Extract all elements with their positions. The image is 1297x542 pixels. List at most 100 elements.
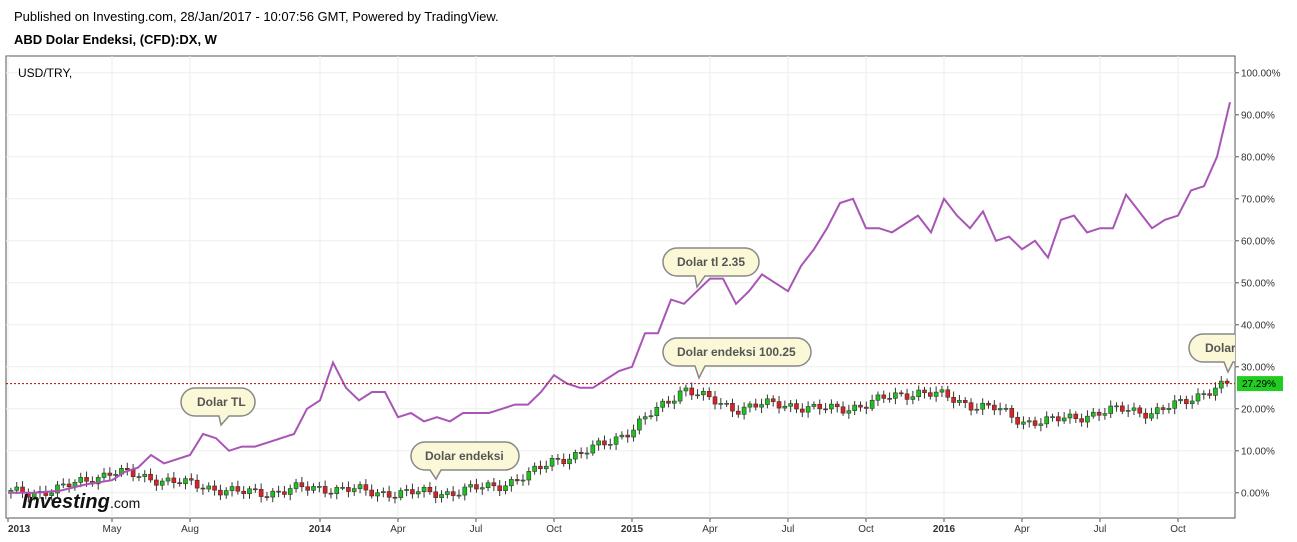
candle-body	[625, 434, 631, 438]
candle	[1125, 404, 1131, 417]
y-axis-ticks: 100.00% 90.00% 80.00% 70.00% 60.00% 50.00% 40.…	[1235, 68, 1281, 499]
candle	[904, 388, 910, 405]
candle	[578, 447, 584, 459]
candle	[1154, 402, 1160, 420]
candle-body	[794, 403, 799, 410]
candle-body	[340, 487, 345, 489]
candle	[317, 481, 322, 493]
candle-body	[1009, 408, 1015, 418]
candle-body	[735, 410, 741, 415]
candle-body	[218, 489, 223, 496]
candle	[357, 481, 363, 494]
candle	[933, 386, 939, 402]
candle-body	[474, 484, 479, 490]
candle	[1207, 389, 1212, 399]
candle	[503, 481, 508, 495]
candle	[945, 385, 951, 402]
candle-body	[596, 440, 601, 446]
candle	[718, 398, 724, 410]
candle	[1201, 390, 1207, 400]
candle	[1032, 416, 1038, 429]
candle-body	[1224, 380, 1230, 384]
candle-body	[392, 496, 398, 499]
candle	[607, 438, 613, 450]
candle-body	[136, 476, 142, 478]
candle	[223, 487, 229, 499]
candle-body	[864, 406, 869, 409]
candle	[939, 385, 945, 398]
candle	[532, 462, 537, 475]
chart-title: ABD Dolar Endeksi, (CFD):DX, W	[14, 32, 217, 47]
candle	[351, 484, 357, 496]
candle	[1160, 404, 1166, 415]
candle-body	[654, 406, 660, 417]
candle-body	[1213, 387, 1218, 396]
candle-body	[724, 403, 729, 405]
candle	[311, 483, 316, 494]
candle-body	[369, 489, 374, 497]
y-tick-label: 50.00%	[1241, 278, 1275, 289]
candle-body	[1207, 393, 1212, 396]
candle-body	[689, 387, 695, 396]
candle-body	[904, 393, 910, 400]
candle	[538, 460, 543, 475]
candle	[811, 401, 817, 410]
candle	[340, 482, 345, 491]
candle	[543, 460, 549, 473]
last-price-badge: 27.29%	[1237, 376, 1283, 392]
candle-body	[1189, 400, 1195, 405]
candle-body	[130, 469, 136, 477]
candle-body	[1143, 412, 1148, 419]
candle	[1149, 407, 1154, 422]
candle-body	[328, 492, 334, 495]
callout-dolar-tl-235: Dolar tl 2.35	[662, 247, 760, 289]
candle	[765, 394, 770, 409]
candle-body	[142, 473, 148, 477]
candle-body	[229, 486, 235, 491]
candle	[1003, 403, 1009, 412]
candle-body	[974, 408, 980, 411]
candle	[968, 398, 974, 416]
candle	[794, 399, 799, 414]
candle	[1102, 407, 1108, 420]
candle	[695, 389, 700, 399]
x-tick-label: Oct	[1170, 524, 1186, 535]
candle-body	[206, 485, 212, 490]
candle	[1067, 409, 1073, 424]
candle-body	[759, 404, 764, 408]
callout-label: Dolar endeksi 100.25	[677, 345, 796, 359]
candle-body	[107, 472, 113, 476]
candle-body	[78, 477, 84, 483]
callout-dolar-endeksi-10025: Dolar endeksi 100.25	[662, 337, 812, 380]
candle	[462, 483, 468, 501]
candle	[1026, 416, 1032, 428]
candle-body	[840, 406, 846, 414]
dx-candlestick-series	[8, 376, 1230, 504]
candle-body	[765, 398, 770, 405]
candle	[1172, 395, 1178, 415]
candle	[823, 402, 828, 414]
candle-body	[468, 484, 473, 488]
candle-body	[1050, 416, 1055, 418]
candle	[747, 401, 753, 413]
candle	[165, 473, 171, 486]
candle-body	[1026, 420, 1032, 423]
candle-body	[834, 403, 840, 408]
candle-body	[223, 490, 229, 496]
candle-body	[543, 465, 549, 470]
candle	[479, 482, 485, 495]
x-tick-label: May	[103, 524, 122, 535]
candle-body	[404, 489, 409, 491]
investing-logo: Investing .com	[22, 491, 140, 513]
x-tick-label: Jul	[782, 524, 795, 535]
candle	[497, 479, 503, 496]
candle	[922, 386, 927, 399]
x-tick-label: Jul	[1094, 524, 1107, 535]
candle-body	[741, 406, 747, 415]
logo-main: Investing	[22, 491, 110, 513]
candle-body	[910, 396, 916, 400]
candle-body	[776, 401, 782, 409]
candle-body	[532, 465, 537, 472]
candle	[741, 402, 747, 420]
